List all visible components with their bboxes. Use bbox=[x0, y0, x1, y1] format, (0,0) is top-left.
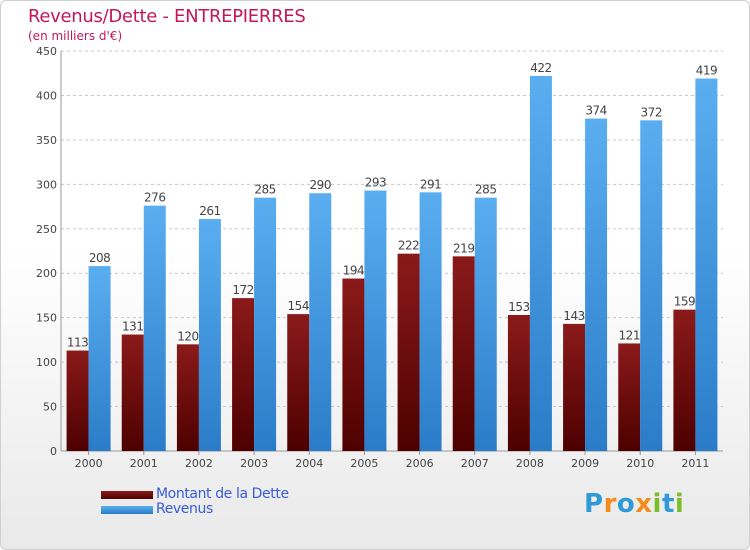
bar-debt-2004 bbox=[287, 314, 310, 451]
data-label-revenue-2004: 290 bbox=[310, 178, 331, 192]
logo-letter: t bbox=[661, 489, 675, 519]
data-label-revenue-2005: 293 bbox=[365, 176, 386, 190]
bar-revenue-2008 bbox=[529, 75, 552, 451]
data-label-revenue-2000: 208 bbox=[89, 251, 110, 265]
data-label-debt-2007: 219 bbox=[453, 241, 474, 255]
x-tick-label-2001: 2001 bbox=[130, 457, 158, 470]
x-tick-label-2005: 2005 bbox=[350, 457, 378, 470]
logo-letter: P bbox=[584, 489, 604, 519]
x-tick-label-2011: 2011 bbox=[681, 457, 709, 470]
logo-letter: i bbox=[674, 489, 685, 519]
y-tick-label-350: 350 bbox=[36, 134, 57, 147]
bar-revenue-2002 bbox=[198, 219, 221, 451]
bar-debt-2003 bbox=[232, 298, 255, 451]
bar-revenue-2010 bbox=[640, 120, 663, 451]
y-tick-label-100: 100 bbox=[36, 356, 57, 369]
logo-letter: o bbox=[616, 489, 636, 519]
bar-debt-2002 bbox=[176, 344, 199, 451]
bar-revenue-2007 bbox=[474, 197, 497, 451]
bar-debt-2001 bbox=[121, 334, 144, 451]
y-tick-label-450: 450 bbox=[36, 45, 57, 58]
chart-subtitle: (en milliers d'€) bbox=[28, 29, 123, 43]
data-label-debt-2004: 154 bbox=[288, 299, 309, 313]
bar-debt-2008 bbox=[507, 315, 530, 451]
legend-label-debt: Montant de la Dette bbox=[156, 486, 289, 502]
bar-revenue-2003 bbox=[254, 197, 277, 451]
bar-debt-2011 bbox=[673, 309, 696, 451]
data-label-revenue-2009: 374 bbox=[585, 104, 606, 118]
data-label-revenue-2011: 419 bbox=[696, 64, 717, 78]
data-label-revenue-2007: 285 bbox=[475, 183, 496, 197]
y-tick-label-400: 400 bbox=[36, 89, 57, 102]
y-tick-label-50: 50 bbox=[43, 401, 57, 414]
data-label-debt-2006: 222 bbox=[398, 239, 419, 253]
data-label-revenue-2008: 422 bbox=[530, 61, 551, 75]
y-tick-label-150: 150 bbox=[36, 312, 57, 325]
legend-label-revenue: Revenus bbox=[156, 501, 213, 517]
bar-revenue-2006 bbox=[419, 192, 442, 452]
x-tick-label-2004: 2004 bbox=[295, 457, 323, 470]
x-tick-label-2002: 2002 bbox=[185, 457, 213, 470]
data-label-debt-2001: 131 bbox=[122, 320, 143, 334]
y-tick-label-0: 0 bbox=[50, 445, 57, 458]
legend-swatch-debt bbox=[101, 491, 153, 499]
y-tick-label-250: 250 bbox=[36, 223, 57, 236]
x-tick-label-2010: 2010 bbox=[626, 457, 654, 470]
legend-swatch-revenue bbox=[101, 506, 153, 514]
data-label-debt-2000: 113 bbox=[67, 336, 88, 350]
data-label-debt-2009: 143 bbox=[563, 309, 584, 323]
bar-debt-2005 bbox=[342, 278, 365, 451]
bar-debt-2009 bbox=[563, 323, 586, 451]
data-label-revenue-2010: 372 bbox=[641, 105, 662, 119]
x-tick-label-2003: 2003 bbox=[240, 457, 268, 470]
bar-debt-2000 bbox=[66, 350, 89, 451]
data-label-debt-2010: 121 bbox=[619, 328, 640, 342]
bar-revenue-2011 bbox=[695, 78, 718, 452]
data-label-revenue-2002: 261 bbox=[199, 204, 220, 218]
logo-letter: x bbox=[635, 489, 653, 519]
logo-letter: r bbox=[603, 489, 617, 519]
x-tick-label-2000: 2000 bbox=[75, 457, 103, 470]
data-label-debt-2008: 153 bbox=[508, 300, 529, 314]
bar-revenue-2000 bbox=[88, 266, 111, 451]
data-label-debt-2003: 172 bbox=[232, 283, 253, 297]
bar-debt-2010 bbox=[618, 343, 641, 451]
x-tick-label-2007: 2007 bbox=[461, 457, 489, 470]
y-tick-label-300: 300 bbox=[36, 178, 57, 191]
bar-revenue-2005 bbox=[364, 190, 387, 452]
data-label-debt-2002: 120 bbox=[177, 329, 198, 343]
proxiti-logo: Proxiti bbox=[584, 489, 684, 519]
data-label-revenue-2003: 285 bbox=[254, 183, 275, 197]
bar-debt-2007 bbox=[452, 256, 475, 451]
bar-debt-2006 bbox=[397, 253, 420, 451]
logo-letter: i bbox=[652, 489, 662, 519]
bar-revenue-2009 bbox=[585, 118, 608, 452]
x-tick-label-2006: 2006 bbox=[406, 457, 434, 470]
data-label-debt-2005: 194 bbox=[343, 264, 364, 278]
x-tick-label-2008: 2008 bbox=[516, 457, 544, 470]
data-label-revenue-2006: 291 bbox=[420, 177, 441, 191]
data-label-revenue-2001: 276 bbox=[144, 191, 165, 205]
data-label-debt-2011: 159 bbox=[674, 295, 695, 309]
y-tick-label-200: 200 bbox=[36, 267, 57, 280]
bar-revenue-2004 bbox=[309, 193, 332, 451]
x-tick-label-2009: 2009 bbox=[571, 457, 599, 470]
bar-revenue-2001 bbox=[143, 205, 166, 451]
chart-title: Revenus/Dette - ENTREPIERRES bbox=[28, 6, 306, 27]
